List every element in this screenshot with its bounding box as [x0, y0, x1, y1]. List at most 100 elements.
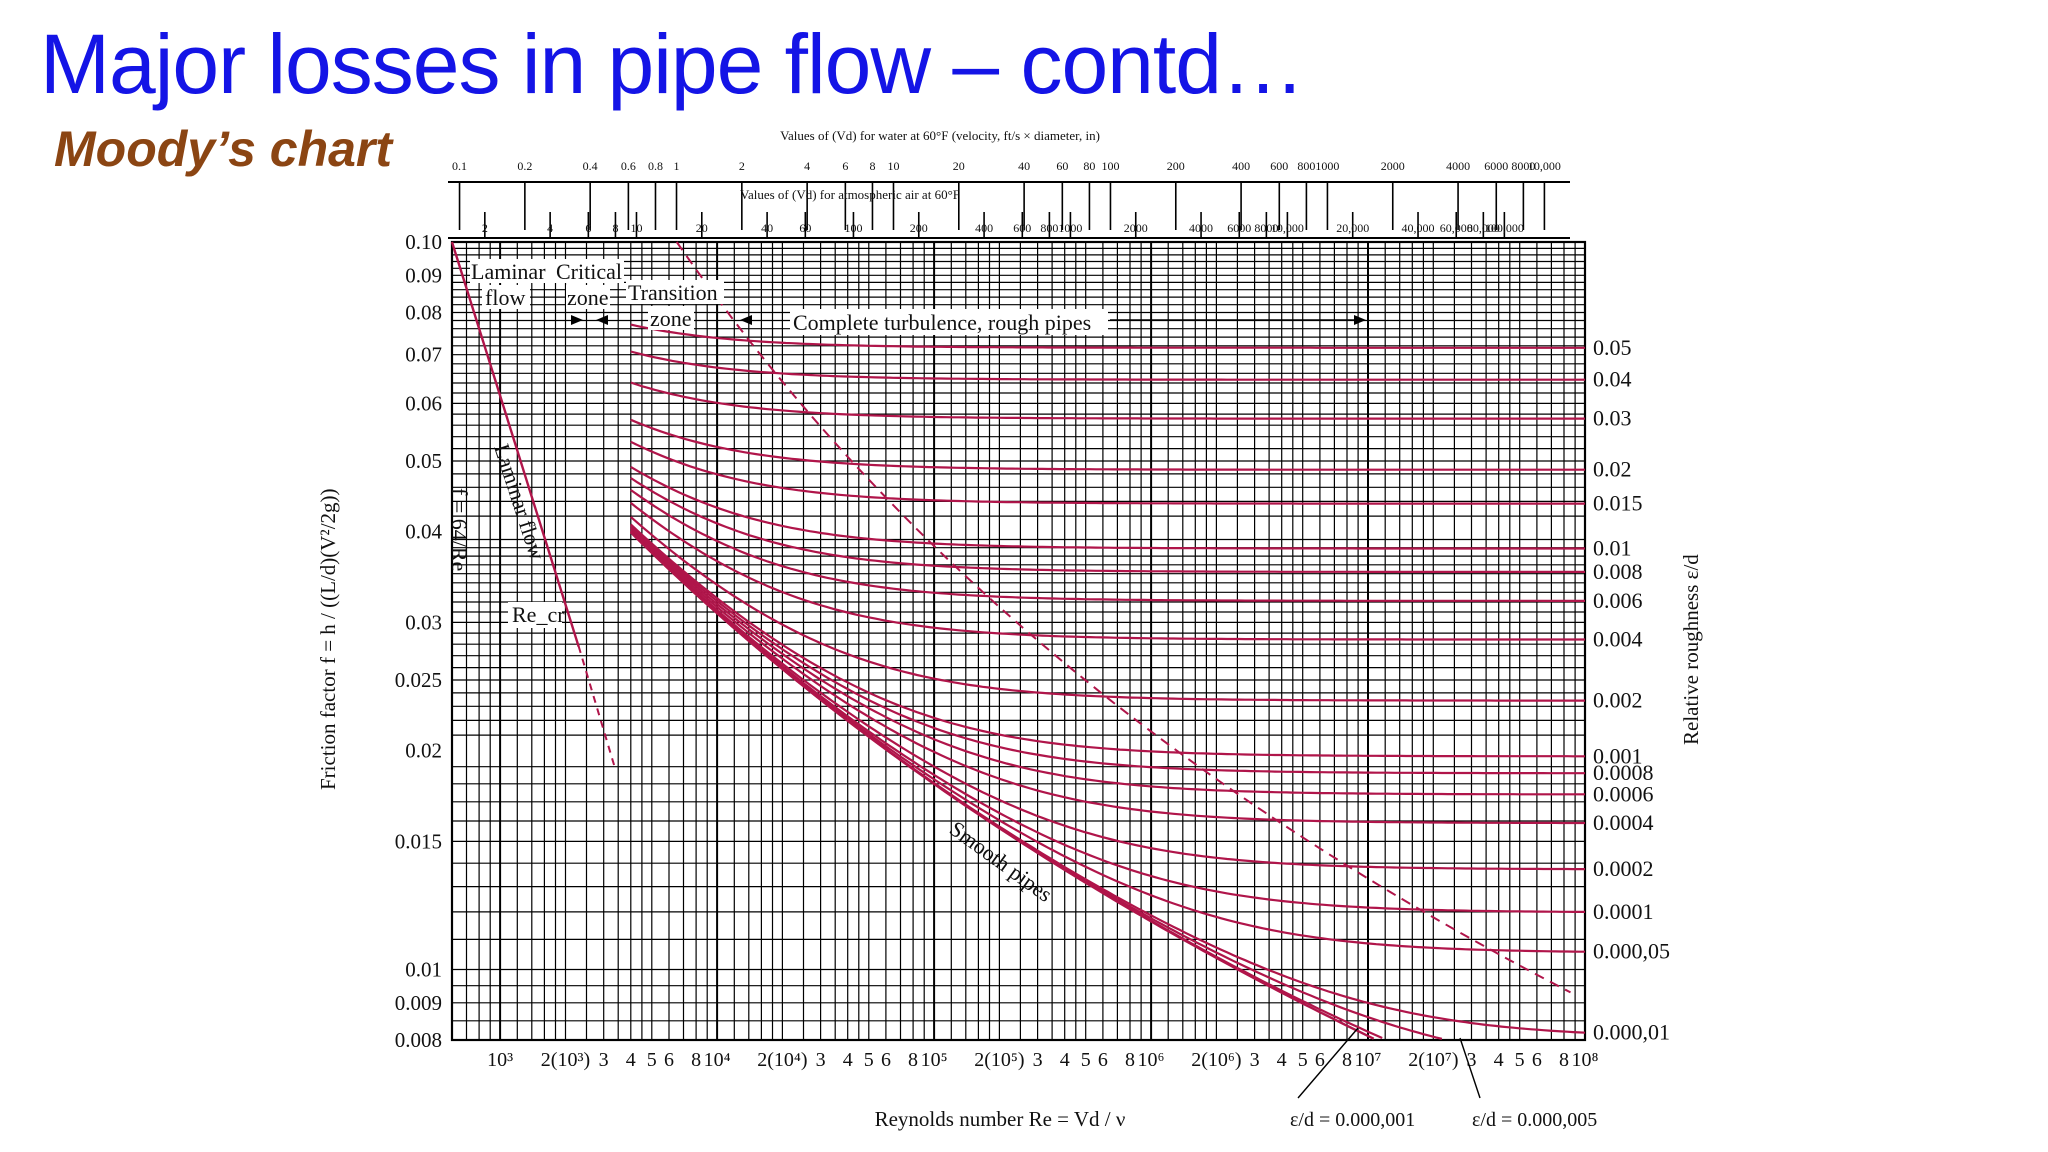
roughness-label: 0.0008 [1593, 760, 1654, 785]
top-axis-2-label: 200 [910, 221, 928, 235]
chart-grid [450, 240, 1587, 1042]
x-tick-label: 2(10⁴) [757, 1049, 807, 1071]
roughness-curve [630, 528, 1585, 825]
zone-label-critical-2: zone [567, 285, 609, 310]
roughness-label: 0.0002 [1593, 856, 1654, 881]
chart-text: 0.050.040.030.020.0150.010.0080.0060.004… [316, 128, 1703, 1131]
roughness-curve [630, 531, 1585, 953]
top-axis-1-label: 40 [1018, 159, 1030, 173]
y-tick-label: 0.04 [405, 520, 442, 544]
roughness-label: 0.01 [1593, 536, 1632, 561]
smooth-pipes-curve [629, 531, 1375, 1040]
top-axis-2-label: 60,000 [1440, 221, 1473, 235]
y-tick-label: 0.10 [405, 230, 442, 254]
x-tick-label: 8 [908, 1049, 918, 1071]
y-tick-label: 0.08 [405, 301, 442, 325]
roughness-extra-pointer [1459, 1037, 1481, 1099]
roughness-curve [630, 502, 1585, 641]
roughness-label: 0.000,05 [1593, 939, 1670, 964]
top-axis-2-label: 10,000 [1271, 221, 1304, 235]
top-axis-1-label: 6 [842, 159, 848, 173]
roughness-label: 0.004 [1593, 627, 1643, 652]
y-tick-label: 0.05 [405, 449, 442, 473]
top-axis-2-label: 2 [482, 221, 488, 235]
x-tick-label: 8 [1559, 1049, 1569, 1071]
top-axis-1-label: 1000 [1315, 159, 1339, 173]
roughness-label: 0.0001 [1593, 899, 1654, 924]
x-tick-label: 8 [691, 1049, 701, 1071]
zone-label-bg [554, 259, 624, 283]
zone-label-laminar: Laminar [471, 259, 546, 284]
zone-arrow-head [571, 315, 583, 325]
y-tick-label: 0.025 [395, 668, 442, 692]
x-tick-label: 3 [1467, 1049, 1477, 1071]
x-tick-label: 6 [881, 1049, 891, 1071]
top-axis-2-label: 4 [547, 221, 553, 235]
x-tick-label: 2(10³) [541, 1049, 590, 1071]
zone-label-bg [566, 285, 610, 309]
top-axis-1-label: 6000 [1484, 159, 1508, 173]
top-axis-2-label: 20,000 [1336, 221, 1369, 235]
x-tick-label: 5 [1515, 1049, 1525, 1071]
zone-label-bg [790, 309, 1108, 335]
y-tick-label: 0.01 [405, 957, 442, 981]
top-axis-1-label: 0.4 [583, 159, 598, 173]
top-axis-2-label: 800 [1040, 221, 1058, 235]
top-axis-2-label: 6 [585, 221, 591, 235]
x-tick-label: 10⁸ [1572, 1049, 1599, 1071]
slide-subtitle: Moody’s chart [54, 121, 393, 177]
top-axis-2-label: 40 [761, 221, 773, 235]
complete-turbulence-boundary [675, 241, 1571, 994]
zone-arrow-head [596, 315, 608, 325]
roughness-curve [630, 350, 1585, 381]
roughness-curve [630, 530, 1585, 913]
x-tick-label: 4 [1494, 1049, 1504, 1071]
roughness-curve [630, 381, 1585, 420]
x-tick-label: 3 [1033, 1049, 1043, 1071]
y-tick-label: 0.008 [395, 1028, 442, 1052]
x-tick-label: 2(10⁵) [974, 1049, 1024, 1071]
roughness-curve [630, 440, 1585, 505]
roughness-label: 0.04 [1593, 367, 1632, 392]
top-axis-2-label: 2000 [1124, 221, 1148, 235]
x-tick-label: 8 [1342, 1049, 1352, 1071]
y-tick-label: 0.09 [405, 263, 442, 287]
top-axis-2-label: 600 [1013, 221, 1031, 235]
roughness-curve [630, 465, 1585, 550]
top-axis-1-label: 4000 [1446, 159, 1470, 173]
roughness-label: 0.03 [1593, 406, 1632, 431]
plot-border [450, 240, 1587, 1042]
top-axis-2-label: 6000 [1227, 221, 1251, 235]
roughness-label: 0.000,01 [1593, 1020, 1670, 1045]
x-tick-label: 10⁴ [704, 1049, 731, 1071]
y-tick-label: 0.07 [405, 343, 442, 367]
roughness-curve [630, 323, 1585, 349]
roughness-label: 0.02 [1593, 457, 1632, 482]
right-axis-title: Relative roughness ε/d [1679, 554, 1703, 745]
roughness-curve [630, 489, 1585, 602]
top-axis-1-label: 400 [1232, 159, 1250, 173]
x-tick-label: 4 [626, 1049, 636, 1071]
top-axis-1-label: 200 [1167, 159, 1185, 173]
roughness-label: 0.0004 [1593, 810, 1654, 835]
top-axis-2-label: 10 [630, 221, 642, 235]
top-axis-1-label: 8000 [1511, 159, 1535, 173]
laminar-extension-dashed [577, 645, 617, 770]
zone-label-laminar-2: flow [485, 285, 525, 310]
zone-label-bg [482, 285, 530, 309]
top-axis-1-label: 2 [739, 159, 745, 173]
roughness-extra-label: ε/d = 0.000,001 [1290, 1109, 1415, 1131]
top-axis-2-label: 80,000 [1467, 221, 1500, 235]
roughness-label: 0.008 [1593, 559, 1643, 584]
roughness-curve [630, 477, 1585, 573]
top-axis-2-label: 20 [696, 221, 708, 235]
laminar-flow-line [450, 241, 580, 647]
x-tick-label: 3 [599, 1049, 609, 1071]
recr-label: Re_cr [512, 602, 565, 627]
zone-label-bg [626, 280, 724, 304]
x-tick-label: 4 [843, 1049, 853, 1071]
top-axis-1-label: 10 [887, 159, 899, 173]
y-tick-label: 0.009 [395, 991, 442, 1015]
laminar-formula-label: f = 64/Re [447, 488, 472, 571]
top-axis-1-title: Values of (Vd) for water at 60°F (veloci… [780, 128, 1100, 143]
